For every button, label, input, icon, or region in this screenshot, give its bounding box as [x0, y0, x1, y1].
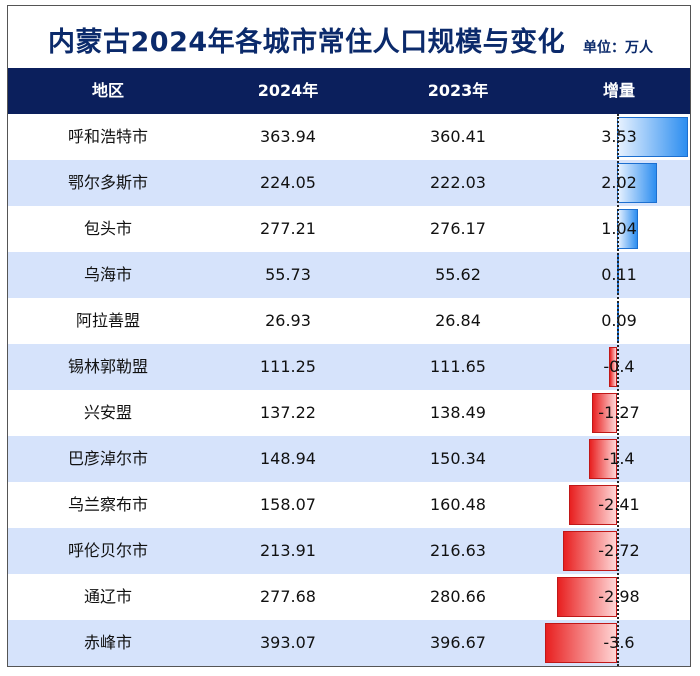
- header-2023: 2023年: [427, 81, 489, 100]
- change-value-label: 1.04: [601, 219, 637, 238]
- table-header: 地区 2024年 2023年 增量: [8, 68, 690, 114]
- value-2024-cell: 277.68: [260, 587, 316, 606]
- value-2023-cell: 160.48: [430, 495, 486, 514]
- table-row: 包头市 277.21 276.17 1.04: [8, 206, 690, 252]
- value-2024-cell: 363.94: [260, 127, 316, 146]
- value-2023-cell: 26.84: [435, 311, 481, 330]
- table-row: 乌兰察布市 158.07 160.48 -2.41: [8, 482, 690, 528]
- table-row: 通辽市 277.68 280.66 -2.98: [8, 574, 690, 620]
- change-value-label: -3.6: [603, 633, 635, 652]
- value-2023-cell: 150.34: [430, 449, 486, 468]
- header-region: 地区: [91, 81, 124, 100]
- value-2024-cell: 277.21: [260, 219, 316, 238]
- region-cell: 赤峰市: [83, 633, 132, 652]
- region-cell: 乌海市: [83, 265, 132, 284]
- change-value-label: 3.53: [601, 127, 637, 146]
- chart-frame: 内蒙古2024年各城市常住人口规模与变化 单位：万人 地区 2024年 2023…: [7, 5, 691, 667]
- change-bar: [557, 577, 617, 617]
- change-value-label: -0.4: [603, 357, 635, 376]
- region-cell: 包头市: [83, 219, 132, 238]
- region-cell: 兴安盟: [83, 403, 132, 422]
- value-2024-cell: 213.91: [260, 541, 316, 560]
- change-bar: [545, 623, 617, 663]
- value-2023-cell: 360.41: [430, 127, 486, 146]
- change-value-label: 2.02: [601, 173, 637, 192]
- header-2024: 2024年: [257, 81, 319, 100]
- change-value-label: -1.4: [603, 449, 635, 468]
- table-row: 鄂尔多斯市 224.05 222.03 2.02: [8, 160, 690, 206]
- value-2023-cell: 138.49: [430, 403, 486, 422]
- title-row: 内蒙古2024年各城市常住人口规模与变化 单位：万人: [8, 6, 692, 68]
- change-bar: [562, 531, 617, 571]
- zero-axis-line: [617, 114, 619, 666]
- value-2023-cell: 55.62: [435, 265, 481, 284]
- value-2023-cell: 396.67: [430, 633, 486, 652]
- value-2024-cell: 137.22: [260, 403, 316, 422]
- region-cell: 巴彦淖尔市: [67, 449, 148, 468]
- region-cell: 呼和浩特市: [67, 127, 148, 146]
- unit-label: 单位：万人: [583, 40, 653, 56]
- value-2023-cell: 111.65: [430, 357, 486, 376]
- table-row: 赤峰市 393.07 396.67 -3.6: [8, 620, 690, 666]
- value-2024-cell: 55.73: [265, 265, 311, 284]
- change-value-label: 0.11: [601, 265, 637, 284]
- change-value-label: -2.41: [598, 495, 640, 514]
- value-2023-cell: 280.66: [430, 587, 486, 606]
- change-bar: [589, 439, 617, 479]
- table-row: 呼伦贝尔市 213.91 216.63 -2.72: [8, 528, 690, 574]
- region-cell: 乌兰察布市: [67, 495, 148, 514]
- table-row: 锡林郭勒盟 111.25 111.65 -0.4: [8, 344, 690, 390]
- change-bar: [591, 393, 617, 433]
- change-bar: [609, 347, 617, 387]
- table-row: 乌海市 55.73 55.62 0.11: [8, 252, 690, 298]
- region-cell: 鄂尔多斯市: [67, 173, 148, 192]
- table-row: 兴安盟 137.22 138.49 -1.27: [8, 390, 690, 436]
- value-2023-cell: 222.03: [430, 173, 486, 192]
- region-cell: 锡林郭勒盟: [67, 357, 148, 376]
- table-row: 呼和浩特市 363.94 360.41 3.53: [8, 114, 690, 160]
- change-value-label: -1.27: [598, 403, 640, 422]
- value-2024-cell: 111.25: [260, 357, 316, 376]
- region-cell: 呼伦贝尔市: [67, 541, 148, 560]
- change-bar: [568, 485, 617, 525]
- change-value-label: 0.09: [601, 311, 637, 330]
- change-value-label: -2.98: [598, 587, 640, 606]
- header-change: 增量: [602, 81, 635, 100]
- table-row: 巴彦淖尔市 148.94 150.34 -1.4: [8, 436, 690, 482]
- value-2024-cell: 148.94: [260, 449, 316, 468]
- value-2024-cell: 158.07: [260, 495, 316, 514]
- value-2023-cell: 216.63: [430, 541, 486, 560]
- change-bar: [617, 117, 688, 157]
- value-2023-cell: 276.17: [430, 219, 486, 238]
- value-2024-cell: 224.05: [260, 173, 316, 192]
- value-2024-cell: 26.93: [265, 311, 311, 330]
- region-cell: 通辽市: [83, 587, 132, 606]
- chart-title: 内蒙古2024年各城市常住人口规模与变化: [48, 27, 566, 58]
- table-row: 阿拉善盟 26.93 26.84 0.09: [8, 298, 690, 344]
- region-cell: 阿拉善盟: [75, 311, 140, 330]
- change-value-label: -2.72: [598, 541, 640, 560]
- value-2024-cell: 393.07: [260, 633, 316, 652]
